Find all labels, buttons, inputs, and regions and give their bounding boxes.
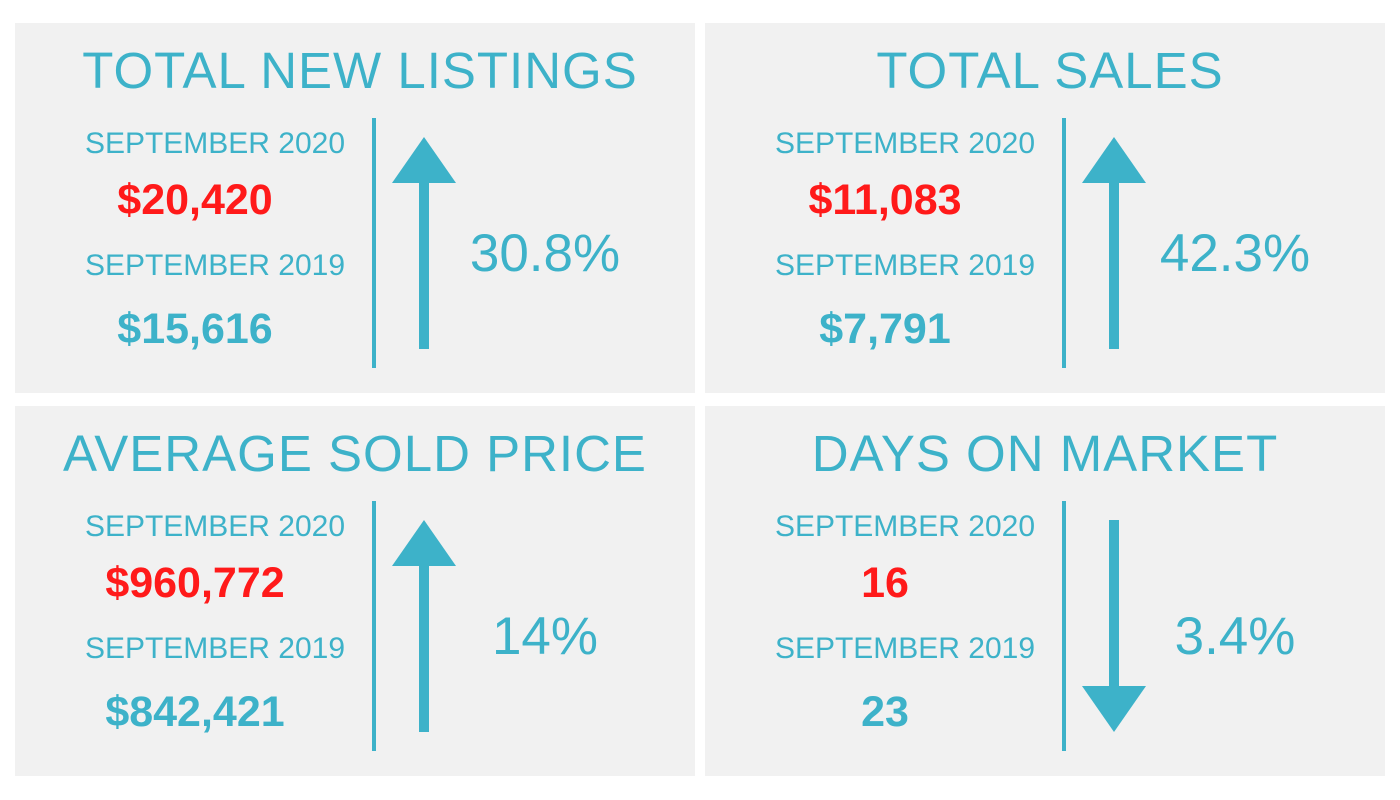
current-period-label: SEPTEMBER 2020	[774, 510, 1036, 543]
arrow-up-icon	[392, 520, 456, 732]
current-value: 16	[861, 559, 909, 607]
panel-title: DAYS ON MARKET	[811, 425, 1279, 482]
current-period-label: SEPTEMBER 2020	[84, 127, 346, 160]
previous-value: 23	[861, 688, 909, 736]
previous-period-label: SEPTEMBER 2019	[84, 632, 346, 665]
arrow-up-icon	[1082, 137, 1146, 349]
arrow-up-icon	[392, 137, 456, 349]
percent-change: 3.4%	[1174, 607, 1296, 666]
arrow-down-icon	[1082, 520, 1146, 732]
current-period-label: SEPTEMBER 2020	[84, 510, 346, 543]
panel-title: TOTAL SALES	[876, 42, 1224, 99]
stat-panel-total-sales: TOTAL SALES SEPTEMBER 2020 $11,083 SEPTE…	[705, 23, 1385, 393]
current-value: $11,083	[808, 176, 962, 224]
percent-change: 30.8%	[469, 224, 621, 283]
current-value: $20,420	[117, 176, 273, 224]
divider	[1062, 118, 1066, 368]
percent-change: 14%	[491, 607, 599, 666]
divider	[372, 118, 376, 368]
previous-value: $842,421	[105, 688, 285, 736]
panel-title: TOTAL NEW LISTINGS	[82, 42, 638, 99]
stat-panel-average-sold-price: AVERAGE SOLD PRICE SEPTEMBER 2020 $960,7…	[15, 406, 695, 776]
percent-change: 42.3%	[1159, 224, 1311, 283]
current-value: $960,772	[105, 559, 285, 607]
current-period-label: SEPTEMBER 2020	[774, 127, 1036, 160]
previous-value: $7,791	[819, 305, 951, 353]
stat-panel-days-on-market: DAYS ON MARKET SEPTEMBER 2020 16 SEPTEMB…	[705, 406, 1385, 776]
previous-period-label: SEPTEMBER 2019	[774, 632, 1036, 665]
previous-value: $15,616	[117, 305, 273, 353]
stat-panel-total-new-listings: TOTAL NEW LISTINGS SEPTEMBER 2020 $20,42…	[15, 23, 695, 393]
previous-period-label: SEPTEMBER 2019	[84, 249, 346, 282]
divider	[1062, 501, 1066, 751]
panel-title: AVERAGE SOLD PRICE	[63, 425, 647, 482]
divider	[372, 501, 376, 751]
previous-period-label: SEPTEMBER 2019	[774, 249, 1036, 282]
